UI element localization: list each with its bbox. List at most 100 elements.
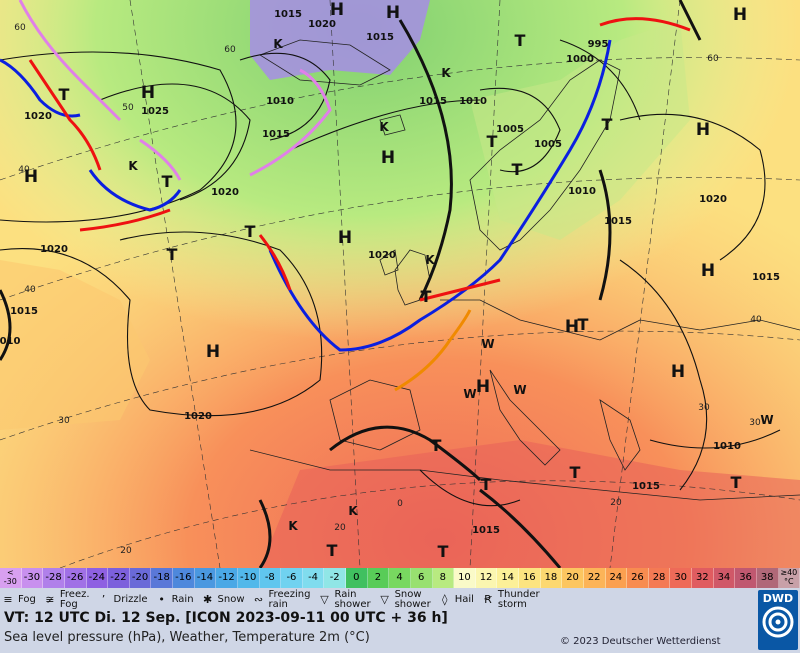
high-pressure-marker: H (338, 228, 352, 248)
pressure-label: 1015 (604, 216, 632, 227)
temperature-scale-cell: 0 (346, 568, 368, 588)
lat-label: 40 (18, 165, 30, 175)
weather-legend-label: Freez. Fog (59, 589, 90, 610)
high-pressure-marker: H (671, 362, 685, 382)
weather-symbol-legend: ≡ Fog ≆ Freez. Fog ʼ Drizzle • Rain ✱ Snow ∾ Freezi… (0, 589, 760, 611)
lat-label: 50 (122, 103, 134, 113)
high-pressure-marker: H (733, 5, 747, 25)
lat-label: 30 (749, 418, 761, 428)
high-pressure-marker: H (24, 167, 38, 187)
warm-air-marker: W (481, 337, 494, 351)
weather-legend-label: Rain shower (334, 589, 371, 610)
pressure-label: 1010 (459, 96, 487, 107)
pressure-label: 1025 (141, 106, 169, 117)
high-pressure-marker: H (701, 261, 715, 281)
pressure-label: 1015 (419, 96, 447, 107)
drizzle-icon: ʼ (101, 593, 106, 606)
pressure-label: 1020 (699, 194, 727, 205)
cold-air-marker: K (425, 253, 435, 267)
legend: < -30 -30 -28 -26 -24 -22 -20 -18 -16 -14 -12 -10 -8… (0, 568, 800, 653)
cold-ice-area (250, 0, 430, 80)
high-pressure-marker: H (565, 317, 579, 337)
temperature-scale-cell: ≥40 °C (778, 568, 800, 588)
freezing-rain-icon: ∾ (253, 593, 264, 606)
temperature-scale-cell: 2 (367, 568, 390, 588)
weather-legend-item: ʼ Drizzle (96, 593, 148, 606)
low-pressure-marker: T (438, 542, 449, 561)
pressure-label: 1015 (752, 272, 780, 283)
cold-air-marker: K (288, 519, 298, 533)
low-pressure-marker: T (481, 475, 492, 494)
temperature-scale-cell: 18 (540, 568, 563, 588)
pressure-label: 010 (0, 336, 20, 347)
low-pressure-marker: T (570, 463, 581, 482)
copyright: © 2023 Deutscher Wetterdienst (560, 636, 721, 647)
temperature-scale-cell: -18 (151, 568, 173, 588)
high-pressure-marker: H (206, 342, 220, 362)
weather-legend-item: ≡ Fog (0, 593, 35, 606)
pressure-label: 1015 (274, 9, 302, 20)
cold-air-marker: K (379, 120, 389, 134)
weather-legend-item: ◊ Hail (437, 593, 474, 606)
lat-label: 40 (24, 285, 36, 295)
lat-label: 0 (397, 499, 403, 509)
dwd-logo-text: DWD (762, 592, 794, 605)
low-pressure-marker: T (167, 245, 178, 264)
hail-icon: ◊ (441, 593, 448, 606)
weather-legend-label: Snow shower (394, 589, 431, 610)
temperature-scale-cell: 32 (692, 568, 714, 588)
valid-time: VT: 12 UTC Di. 12 Sep. [ICON 2023-09-11 … (4, 610, 448, 626)
lat-label: 20 (120, 546, 132, 556)
weather-legend-item: ∾ Freezing rain (251, 590, 311, 610)
weather-legend-item: ✱ Snow (200, 594, 245, 605)
low-pressure-marker: T (162, 172, 173, 191)
weather-legend-label: Rain (171, 594, 194, 605)
temperature-scale-cell: -22 (108, 568, 130, 588)
isobars (0, 39, 781, 507)
lat-label: 30 (698, 403, 710, 413)
low-pressure-marker: T (731, 473, 742, 492)
low-pressure-marker: T (487, 132, 498, 151)
lat-label: 20 (610, 498, 622, 508)
pressure-label: 1015 (632, 481, 660, 492)
temperature-scale-cell: < -30 (0, 568, 22, 588)
weather-legend-item: ▽ Snow shower (377, 589, 431, 610)
sahara-hot-area (260, 440, 800, 568)
temperature-scale-cell: -20 (129, 568, 152, 588)
temperature-scale-cell: 36 (735, 568, 757, 588)
low-pressure-marker: T (515, 31, 526, 50)
weather-legend-label: Drizzle (113, 594, 148, 605)
warm-air-marker: W (760, 413, 773, 427)
cold-air-marker: K (128, 159, 138, 173)
weather-legend-item: • Rain (154, 594, 194, 605)
lat-label: 60 (14, 23, 26, 33)
fog-icon: ≡ (3, 593, 13, 606)
temperature-scale-cell: 24 (605, 568, 628, 588)
thunderstorm-icon: Ꞧ (484, 593, 492, 606)
temperature-scale-cell: 4 (389, 568, 411, 588)
pressure-label: 1005 (496, 124, 524, 135)
pressure-label: 1020 (184, 411, 212, 422)
temperature-scale-cell: -10 (237, 568, 260, 588)
high-pressure-marker: H (381, 148, 395, 168)
temperature-scale-cell: 20 (562, 568, 584, 588)
temperature-scale-cell: -8 (259, 568, 282, 588)
cold-air-marker: K (273, 37, 283, 51)
pressure-label: 1015 (10, 306, 38, 317)
low-pressure-marker: T (602, 115, 613, 134)
weather-legend-label: Snow (217, 594, 245, 605)
cold-air-marker: K (441, 66, 451, 80)
warm-air-marker: W (463, 387, 476, 401)
temperature-scale-cell: 6 (410, 568, 433, 588)
temperature-scale-cell: 34 (713, 568, 736, 588)
temperature-scale-cell: -6 (281, 568, 303, 588)
pressure-label: 1020 (24, 111, 52, 122)
temperature-scale-cell: -30 (21, 568, 44, 588)
temperature-scale-cell: 26 (627, 568, 649, 588)
weather-legend-item: ≆ Freez. Fog (42, 589, 90, 610)
temperature-scale-cell: 14 (497, 568, 519, 588)
coastlines (249, 39, 800, 501)
pressure-label: 1015 (262, 129, 290, 140)
temperature-scale-cell: -26 (64, 568, 87, 588)
